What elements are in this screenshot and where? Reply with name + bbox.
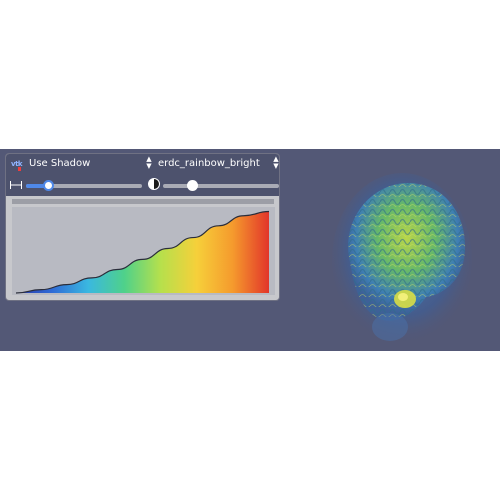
transfer-function-panel: vtk Use Shadow ▲ ▼ erdc_rainbow_bright ▲ ▼ [5,153,280,301]
width-slider-fill [26,184,49,188]
opacity-chart[interactable] [12,207,275,295]
opacity-area [16,211,269,293]
opacity-editor[interactable] [12,207,275,295]
vtk-logo-icon: vtk [11,159,24,171]
opacity-slider[interactable] [163,184,279,188]
opacity-curve-line[interactable] [15,210,270,294]
shadow-select[interactable]: Use Shadow [29,158,91,169]
contrast-icon [148,178,160,190]
shadow-select-spinner-icon[interactable]: ▲ ▼ [146,155,152,170]
opacity-slider-handle[interactable] [186,180,198,191]
width-arrows-icon [10,181,22,189]
colormap-select-spinner-icon[interactable]: ▲ ▼ [273,155,279,170]
volume-render-brain [332,173,472,345]
width-slider[interactable] [26,184,142,188]
panel-header: vtk Use Shadow ▲ ▼ erdc_rainbow_bright ▲ ▼ [6,154,279,175]
slider-row [6,175,279,196]
width-slider-handle[interactable] [42,180,54,191]
colormap-select[interactable]: erdc_rainbow_bright [158,158,260,169]
render-viewport[interactable]: vtk Use Shadow ▲ ▼ erdc_rainbow_bright ▲ ▼ [0,149,500,351]
range-bar[interactable] [12,199,274,204]
